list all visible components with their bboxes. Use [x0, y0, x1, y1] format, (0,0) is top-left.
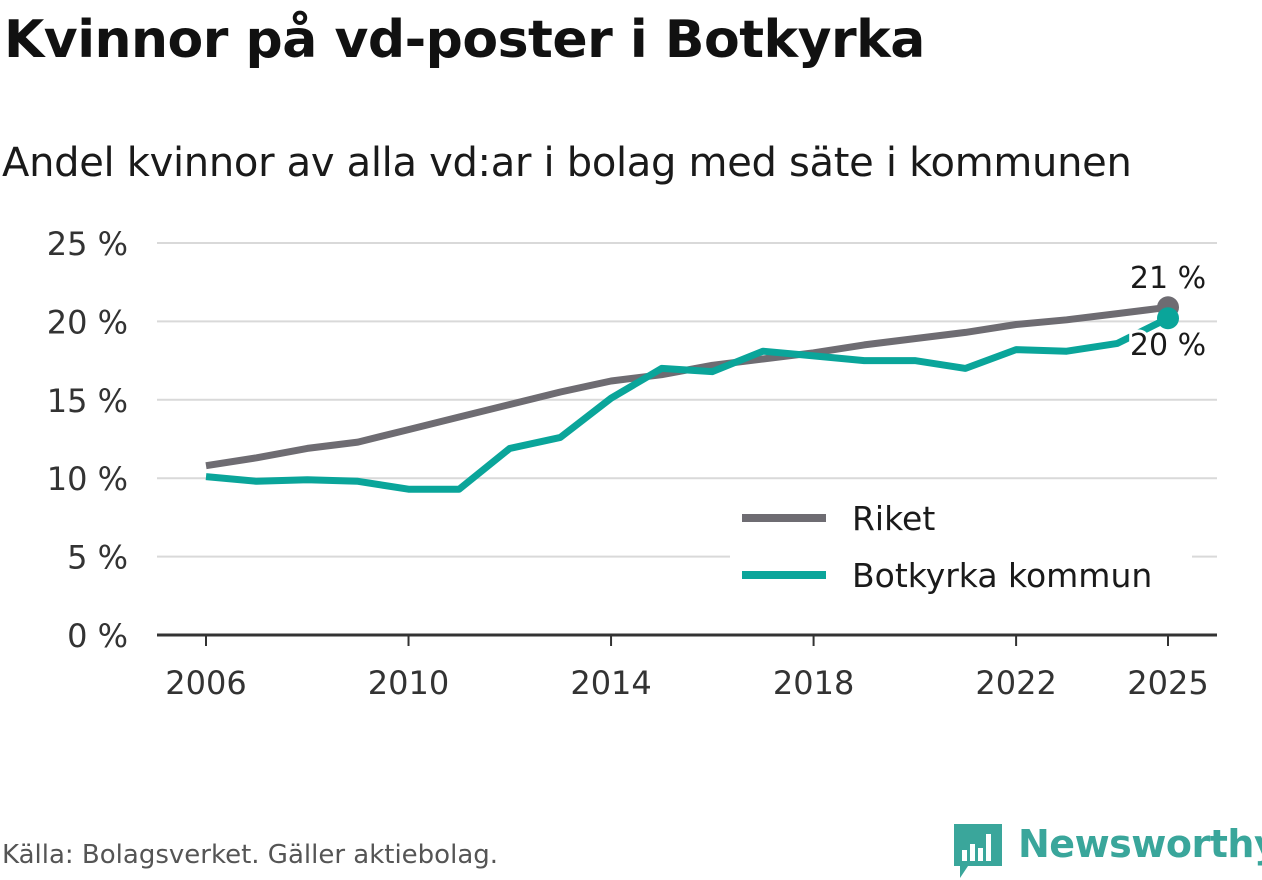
- x-tick-label: 2022: [975, 664, 1056, 702]
- y-tick-label: 5 %: [67, 539, 128, 577]
- chart-subtitle: Andel kvinnor av alla vd:ar i bolag med …: [2, 140, 1132, 186]
- x-tick-label: 2018: [773, 664, 854, 702]
- series-line-riket: [205, 303, 1169, 470]
- brand-logo: Newsworthy: [950, 818, 1262, 878]
- line-chart: 0 % 5 % 10 % 15 % 20 % 25 % 2006 2010 2014 2018 20…: [47, 225, 1217, 702]
- x-tick-label: 2010: [368, 664, 449, 702]
- y-tick-label: 25 %: [47, 225, 128, 263]
- legend-label-riket: Riket: [852, 499, 935, 538]
- legend-background: [730, 495, 1192, 605]
- x-tick-label: 2014: [570, 664, 651, 702]
- end-label-botkyrka: 20 %: [1130, 328, 1206, 363]
- y-tick-label: 10 %: [47, 460, 128, 498]
- brand-name: Newsworthy: [1018, 822, 1262, 866]
- y-tick-label: 20 %: [47, 303, 128, 341]
- series-line-botkyrka: [205, 315, 1170, 493]
- legend-label-botkyrka: Botkyrka kommun: [852, 556, 1152, 595]
- source-note: Källa: Bolagsverket. Gäller aktiebolag.: [2, 840, 499, 870]
- bar-chart-logo-icon: [954, 824, 1002, 878]
- y-tick-label: 0 %: [67, 617, 128, 655]
- chart-title: Kvinnor på vd-poster i Botkyrka: [4, 10, 925, 70]
- x-tick-label: 2025: [1127, 664, 1208, 702]
- end-label-riket: 21 %: [1130, 261, 1206, 296]
- x-tick-label: 2006: [165, 664, 246, 702]
- y-tick-label: 15 %: [47, 382, 128, 420]
- end-marker-botkyrka: [1157, 307, 1179, 330]
